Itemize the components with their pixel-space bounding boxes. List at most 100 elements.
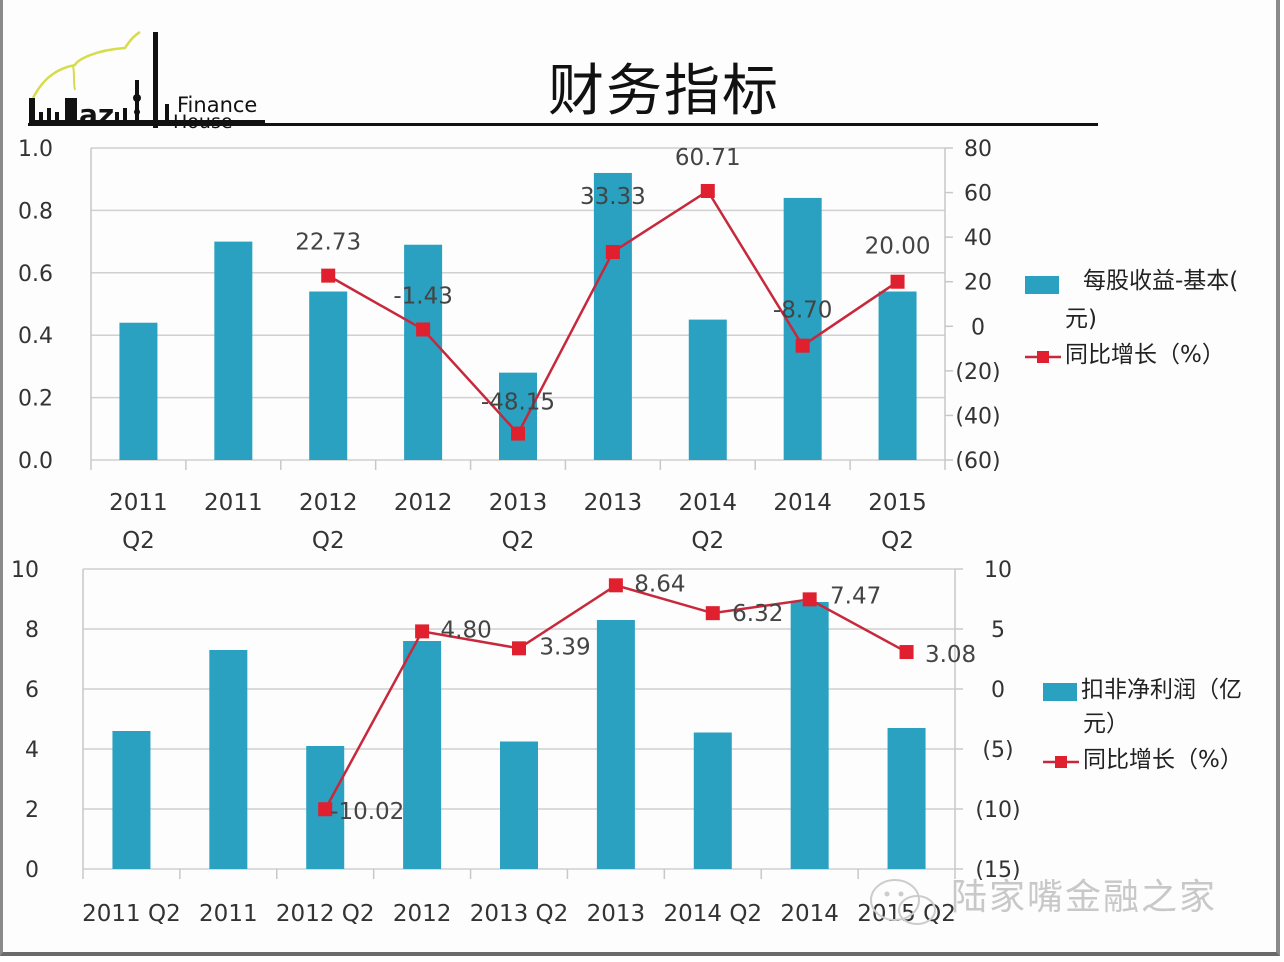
legend-line-marker [1055, 756, 1067, 768]
bar-2011-Q2 [112, 731, 151, 869]
yoy-growth-marker [321, 268, 336, 283]
yoy-growth-marker [605, 245, 620, 260]
category-label: 2013 [489, 490, 548, 516]
legend-bar-label: 扣非净利润（亿 [1081, 677, 1242, 703]
category-label-line2: Q2 [122, 528, 155, 554]
data-label: 20.00 [865, 234, 931, 260]
data-label: 3.08 [925, 642, 976, 668]
yoy-growth-marker [415, 624, 430, 639]
right-axis-tick: 80 [964, 137, 992, 162]
yoy-growth-marker [512, 641, 526, 656]
logo-text-house: House [173, 111, 233, 130]
data-label: -1.43 [393, 283, 453, 309]
right-axis-tick: (5) [982, 738, 1013, 763]
wechat-icon [870, 879, 936, 925]
category-label-line2: Q2 [312, 528, 345, 554]
bar-2013 [596, 620, 635, 869]
category-label: 2014 [780, 901, 839, 927]
left-axis-tick: 8 [25, 618, 39, 643]
data-label: 7.47 [830, 583, 881, 609]
data-label: -10.02 [330, 799, 404, 825]
legend-bar-swatch [1025, 276, 1059, 294]
yoy-growth-marker [802, 592, 817, 607]
category-label: 2014 [773, 490, 832, 516]
left-axis-tick: 10 [11, 558, 39, 583]
category-label: 2012 Q2 [276, 901, 375, 927]
category-label: 2013 Q2 [470, 901, 569, 927]
category-label: 2011 [204, 490, 263, 516]
bar-2013 [593, 172, 632, 460]
bar-2012 [404, 244, 443, 460]
yoy-growth-marker [795, 338, 810, 353]
bar-2014 [790, 602, 829, 869]
left-axis-tick: 4 [25, 738, 39, 763]
bar-2012 [403, 641, 442, 869]
left-axis-tick: 1.0 [18, 137, 53, 162]
data-label: 60.71 [675, 145, 741, 171]
yoy-growth-marker [608, 578, 623, 593]
data-label: 22.73 [295, 230, 361, 256]
bar-2011 [214, 241, 253, 460]
bar-2013-Q2 [499, 372, 537, 460]
category-label: 2011 Q2 [82, 901, 181, 927]
category-label-line2: Q2 [881, 528, 914, 554]
left-axis-tick: 0.4 [18, 324, 53, 349]
right-axis-tick: (10) [975, 798, 1020, 823]
data-label: -48.15 [481, 390, 555, 416]
data-label: 3.39 [539, 634, 590, 660]
left-axis-tick: 0.6 [18, 262, 53, 287]
right-axis-tick: 40 [964, 226, 992, 251]
bar-2013-Q2 [500, 741, 538, 869]
right-axis-tick: 5 [991, 618, 1005, 643]
left-axis-tick: 0.0 [18, 449, 53, 474]
page-title: 财务指标 [548, 59, 780, 124]
category-label: 2012 [394, 490, 453, 516]
legend-line-marker [1037, 351, 1049, 363]
lujiazui-finance-house-logo: az Finance House [29, 30, 265, 130]
category-label: 2015 Q2 [857, 901, 956, 927]
right-axis-tick: 10 [984, 558, 1012, 583]
bar-2014 [783, 197, 822, 461]
legend-bar-label: 每股收益-基本( [1083, 268, 1238, 294]
legend-bar-label-line2: 元) [1065, 306, 1097, 332]
right-axis-tick: 0 [971, 315, 985, 340]
yoy-growth-marker [890, 274, 905, 289]
bar-2011 [209, 650, 248, 869]
category-label: 2014 Q2 [663, 901, 762, 927]
left-axis-tick: 2 [25, 798, 39, 823]
left-axis-tick: 6 [25, 678, 39, 703]
yoy-growth-marker [899, 645, 914, 660]
category-label: 2012 [299, 490, 358, 516]
legend-bar-swatch [1043, 683, 1077, 701]
net-profit-chart: 0 2 4 6 8 10 (15) (10) (5) 0 5 10 2011 Q2 2011 2012 Q2… [11, 558, 1243, 927]
data-label: 8.64 [634, 571, 685, 597]
category-label: 2015 [868, 490, 927, 516]
bar-2015-Q2 [878, 291, 917, 460]
data-label: 33.33 [580, 184, 646, 210]
right-axis-tick: (20) [955, 360, 1000, 385]
category-label: 2013 [584, 490, 643, 516]
watermark-text: 陆家嘴金融之家 [951, 877, 1218, 918]
bar-2014-Q2 [693, 732, 732, 869]
bar-2014-Q2 [688, 319, 727, 460]
category-label: 2011 [199, 901, 258, 927]
data-label: 6.32 [732, 601, 783, 627]
legend-line-label: 同比增长（%） [1083, 747, 1243, 773]
yoy-growth-marker [318, 802, 333, 817]
category-label: 2014 [679, 490, 738, 516]
right-axis-tick: 0 [991, 678, 1005, 703]
logo-text-finance: Finance [177, 93, 257, 117]
right-axis-tick: 20 [964, 271, 992, 296]
title-divider [28, 123, 1098, 126]
yoy-growth-marker [511, 426, 525, 441]
category-label-line2: Q2 [502, 528, 535, 554]
yoy-growth-marker [416, 322, 431, 337]
category-label: 2012 [393, 901, 452, 927]
category-label-line2: Q2 [691, 528, 724, 554]
right-axis-tick: 60 [964, 182, 992, 207]
legend-bar-label-line2: 元） [1083, 711, 1129, 737]
eps-chart: 0.0 0.2 0.4 0.6 0.8 1.0 (60) (40) (20) 0 20 40 60 80 2… [18, 137, 1238, 554]
left-axis-tick: 0.2 [18, 387, 53, 412]
yoy-growth-marker [705, 606, 720, 621]
